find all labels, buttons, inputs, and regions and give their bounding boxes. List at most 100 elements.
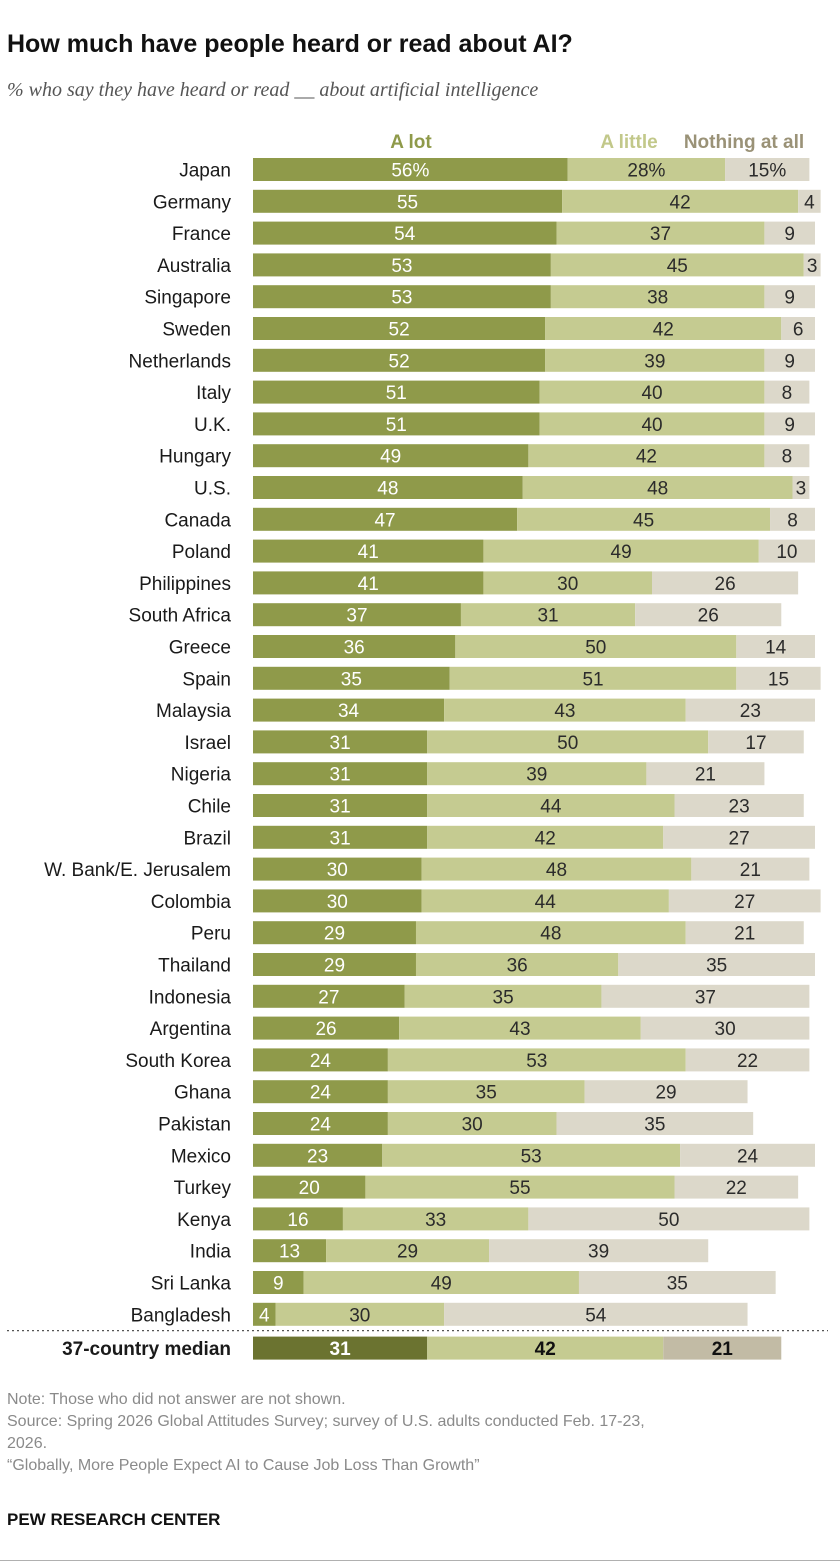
turkey-value-a-little: 55 [509,1178,530,1199]
argentina-value-a-little: 43 [509,1019,530,1040]
singapore-value-nothing-at-all: 9 [784,288,795,309]
legend-a-little: A little [600,132,657,153]
brazil-value-a-lot: 31 [330,828,351,849]
w-bank-e-jerusalem-value-a-little: 48 [546,860,567,881]
bangladesh-bar-a-little [275,1302,445,1326]
kenya-bar-nothing-at-all [528,1207,810,1231]
bangladesh-bar-a-lot [253,1302,276,1326]
south-africa-bar-a-little [460,603,636,627]
netherlands-bar-a-little [545,348,765,372]
south-korea-bar-a-lot [253,1048,388,1072]
u-s-bar-nothing-at-all [792,476,810,499]
singapore-value-a-little: 38 [647,288,668,309]
country-label-philippines: Philippines [139,574,231,595]
hungary-value-nothing-at-all: 8 [782,447,793,468]
nigeria-value-nothing-at-all: 21 [695,765,716,786]
japan-value-nothing-at-all: 15% [748,161,786,182]
argentina-bar-a-little [399,1016,641,1040]
country-label-israel: Israel [185,733,231,754]
note-text: Note: Those who did not answer are not s… [7,1391,346,1408]
canada-value-nothing-at-all: 8 [787,510,798,531]
country-label-canada: Canada [164,510,231,531]
france-bar-a-little [556,221,765,245]
greece-bar-a-lot [253,635,456,658]
germany-value-nothing-at-all: 4 [804,192,815,213]
country-label-singapore: Singapore [144,288,231,309]
greece-value-nothing-at-all: 14 [765,638,787,659]
legend-nothing-at-all: Nothing at all [684,132,804,153]
chart-title: How much have people heard or read about… [7,30,573,58]
nigeria-value-a-little: 39 [526,765,547,786]
hungary-bar-a-lot [253,444,529,468]
philippines-value-a-lot: 41 [358,574,379,595]
organization-logo-text: PEW RESEARCH CENTER [7,1510,221,1529]
italy-value-a-little: 40 [641,383,662,404]
poland-bar-a-lot [253,539,484,563]
japan-bar-nothing-at-all [725,158,810,181]
greece-bar-nothing-at-all [736,635,815,658]
poland-bar-a-little [483,539,759,563]
country-label-turkey: Turkey [174,1178,232,1199]
chile-bar-nothing-at-all [674,794,804,817]
nigeria-bar-a-little [427,762,647,786]
south-korea-value-a-lot: 24 [310,1051,332,1072]
u-k-bar-a-lot [253,412,540,436]
u-s-value-nothing-at-all: 3 [796,479,807,500]
italy-bar-a-lot [253,380,540,404]
malaysia-value-a-little: 43 [554,701,575,722]
bangladesh-bar-nothing-at-all [444,1302,748,1326]
peru-value-a-little: 48 [540,924,561,945]
country-label-spain: Spain [182,669,231,690]
south-africa-bar-a-lot [253,603,461,627]
philippines-bar-a-little [483,571,653,595]
sweden-bar-a-lot [253,317,546,340]
south-korea-bar-nothing-at-all [685,1048,810,1072]
brazil-bar-a-lot [253,825,428,849]
country-label-argentina: Argentina [150,1019,232,1040]
sweden-value-nothing-at-all: 6 [793,320,804,341]
country-label-sweden: Sweden [162,320,231,341]
france-value-nothing-at-all: 9 [784,224,795,245]
ghana-value-a-little: 35 [476,1083,497,1104]
canada-bar-nothing-at-all [770,507,815,531]
u-s-bar-a-little [522,476,793,499]
south-africa-bar-nothing-at-all [635,603,782,627]
netherlands-value-a-little: 39 [644,351,665,372]
indonesia-value-a-little: 35 [493,987,514,1008]
colombia-bar-nothing-at-all [668,889,821,913]
poland-value-nothing-at-all: 10 [776,542,797,563]
south-korea-bar-a-little [387,1048,686,1072]
south-korea-value-a-little: 53 [526,1051,547,1072]
spain-bar-nothing-at-all [736,666,821,690]
india-value-nothing-at-all: 39 [588,1242,609,1263]
malaysia-value-nothing-at-all: 23 [740,701,761,722]
mexico-value-a-lot: 23 [307,1146,328,1167]
poland-bar-nothing-at-all [758,539,815,563]
country-label-thailand: Thailand [158,956,231,977]
greece-value-a-little: 50 [585,638,606,659]
australia-value-a-little: 45 [667,256,688,277]
pakistan-value-a-little: 30 [462,1115,483,1136]
indonesia-bar-a-little [404,984,602,1008]
japan-bar-a-little [567,158,726,181]
india-value-a-little: 29 [397,1242,418,1263]
thailand-value-a-little: 36 [507,956,528,977]
netherlands-value-a-lot: 52 [389,351,410,372]
nigeria-bar-a-lot [253,762,428,786]
nigeria-value-a-lot: 31 [330,765,351,786]
france-bar-nothing-at-all [764,221,815,245]
israel-bar-a-little [427,730,709,754]
greece-bar-a-little [455,635,737,658]
italy-bar-nothing-at-all [764,380,810,404]
sri-lanka-value-a-little: 49 [431,1274,452,1295]
spain-value-a-little: 51 [582,669,603,690]
france-bar-a-lot [253,221,557,245]
median-bar-a-little [427,1336,664,1360]
greece-value-a-lot: 36 [344,638,365,659]
colombia-value-nothing-at-all: 27 [734,892,755,913]
ghana-bar-a-lot [253,1080,388,1104]
singapore-value-a-lot: 53 [391,288,412,309]
israel-bar-a-lot [253,730,428,754]
peru-bar-a-little [415,921,686,945]
indonesia-bar-nothing-at-all [601,984,810,1008]
